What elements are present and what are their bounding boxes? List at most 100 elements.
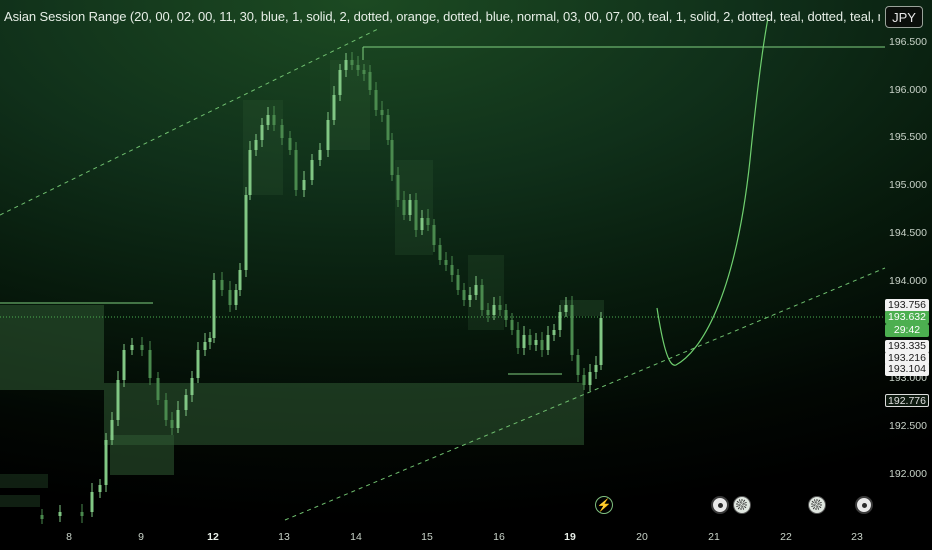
candle-body: [362, 70, 366, 74]
price-tick: 194.000: [889, 275, 927, 287]
candle-body: [116, 380, 120, 420]
session-box: [468, 255, 504, 330]
candle-body: [266, 115, 270, 125]
candle-body: [40, 515, 44, 519]
candle-body: [426, 218, 430, 225]
candle-body: [390, 140, 394, 175]
candle-body: [534, 340, 538, 345]
candle-body: [356, 65, 360, 70]
candle-body: [208, 338, 212, 342]
time-tick: 14: [350, 531, 362, 543]
candle-body: [368, 72, 372, 90]
candle-body: [344, 60, 348, 70]
economic-event-icon[interactable]: [711, 496, 729, 514]
candle-body: [302, 180, 306, 190]
session-box: [104, 383, 584, 445]
price-tag-level: 193.216: [885, 352, 929, 365]
candle-body: [238, 270, 242, 290]
candle-body: [110, 420, 114, 440]
candle-body: [432, 225, 436, 245]
lightning-icon[interactable]: ⚡: [595, 496, 613, 514]
candle-body: [140, 345, 144, 350]
price-tick: 195.500: [889, 131, 927, 143]
candle-body: [374, 90, 378, 110]
candle-body: [310, 160, 314, 180]
candle-body: [380, 110, 384, 115]
candle-body: [332, 95, 336, 120]
earnings-event-icon[interactable]: [808, 496, 826, 514]
candle-body: [408, 200, 412, 215]
time-tick: 20: [636, 531, 648, 543]
candle-body: [318, 150, 322, 160]
candle-body: [148, 350, 152, 378]
candle-body: [288, 138, 292, 150]
economic-event-icon[interactable]: [855, 496, 873, 514]
price-axis[interactable]: 196.500 196.000 195.500 195.000 194.500 …: [885, 30, 932, 535]
projection-curve: [656, 17, 769, 366]
price-tick: 195.000: [889, 179, 927, 191]
candle-body: [234, 290, 238, 305]
candle-body: [350, 60, 354, 65]
candle-body: [480, 285, 484, 310]
candle-body: [468, 295, 472, 300]
candle-body: [570, 305, 574, 355]
candle-body: [122, 350, 126, 380]
candle-body: [326, 120, 330, 150]
time-tick: 19: [564, 531, 576, 543]
candle-body: [582, 375, 586, 385]
candle-body: [260, 125, 264, 140]
candle-body: [170, 420, 174, 428]
candle-body: [522, 335, 526, 348]
candle-body: [98, 485, 102, 492]
candle-body: [492, 305, 496, 315]
candle-body: [450, 265, 454, 275]
price-tag-level: 192.776: [885, 394, 929, 407]
time-axis[interactable]: 8 9 12 13 14 15 16 19 20 21 22 23: [0, 527, 885, 550]
session-box: [395, 160, 433, 255]
candlesticks: [40, 52, 603, 524]
currency-badge[interactable]: JPY: [885, 6, 923, 28]
candle-body: [254, 140, 258, 150]
candle-body: [212, 280, 216, 338]
candle-body: [498, 305, 502, 310]
candle-body: [516, 330, 520, 348]
time-tick: 22: [780, 531, 792, 543]
candle-body: [248, 150, 252, 195]
candle-body: [280, 125, 284, 138]
bar-countdown-tag: 29:42: [885, 324, 929, 337]
candle-body: [104, 440, 108, 485]
session-box: [0, 474, 48, 488]
price-tick: 196.000: [889, 84, 927, 96]
candle-body: [90, 492, 94, 512]
candle-body: [130, 345, 134, 350]
candle-body: [244, 195, 248, 270]
time-tick: 9: [138, 531, 144, 543]
candle-body: [599, 318, 603, 365]
time-tick: 23: [851, 531, 863, 543]
candle-body: [504, 310, 508, 320]
candle-body: [220, 280, 224, 290]
time-tick: 12: [207, 531, 219, 543]
time-tick: 16: [493, 531, 505, 543]
candle-body: [196, 350, 200, 378]
candle-body: [184, 395, 188, 410]
candle-body: [190, 378, 194, 395]
price-tick: 196.500: [889, 36, 927, 48]
candle-body: [228, 290, 232, 305]
candle-body: [420, 218, 424, 230]
price-tag-level: 193.104: [885, 363, 929, 376]
candle-body: [462, 290, 466, 300]
candle-body: [552, 330, 556, 335]
current-price-tag: 193.632: [885, 311, 929, 324]
candle-body: [176, 410, 180, 428]
time-tick: 21: [708, 531, 720, 543]
candle-body: [80, 512, 84, 516]
earnings-event-icon[interactable]: [733, 496, 751, 514]
candle-body: [558, 312, 562, 330]
candle-body: [402, 200, 406, 215]
session-box: [110, 435, 174, 475]
time-tick: 8: [66, 531, 72, 543]
indicator-title[interactable]: Asian Session Range (20, 00, 02, 00, 11,…: [4, 9, 880, 24]
